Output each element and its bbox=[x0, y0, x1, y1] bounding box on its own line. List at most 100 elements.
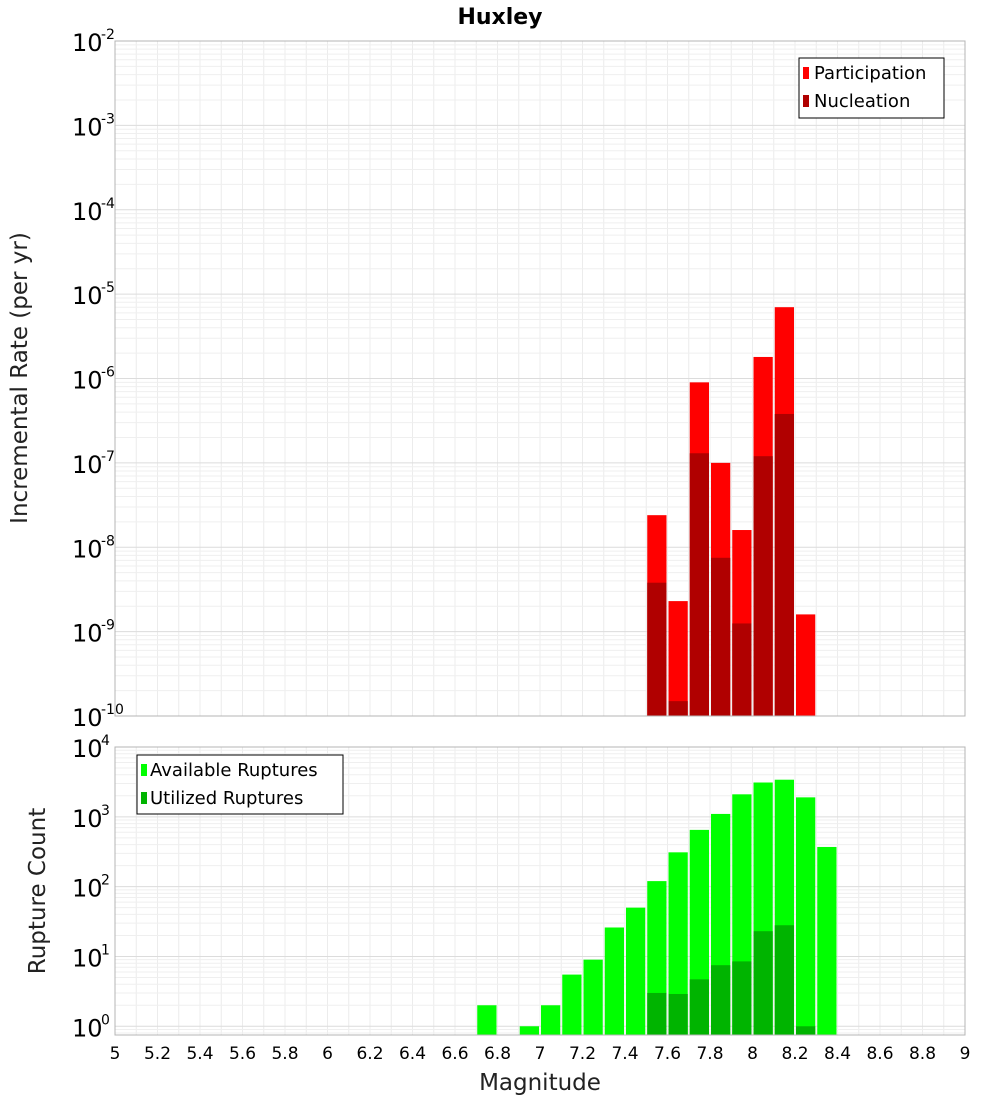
y-tick-exponent: 1 bbox=[101, 942, 110, 958]
legend-label-available: Available Ruptures bbox=[150, 760, 318, 781]
y-tick-label: 10 bbox=[72, 451, 103, 479]
y-tick-exponent: -8 bbox=[101, 533, 115, 549]
bottom-bar-a bbox=[477, 1005, 497, 1035]
legend-swatch-available bbox=[141, 764, 147, 776]
top-bar-b bbox=[711, 557, 731, 716]
chart-title: Huxley bbox=[457, 5, 542, 30]
top-bar-b bbox=[689, 453, 709, 716]
y-tick-label: 10 bbox=[72, 704, 103, 732]
top-legend-box bbox=[798, 57, 945, 119]
bottom-bar-a bbox=[668, 852, 688, 1035]
x-tick-label: 5.2 bbox=[144, 1044, 171, 1064]
top-bar-b bbox=[668, 701, 688, 716]
bottom-bar-b bbox=[689, 979, 709, 1035]
x-tick-label: 7.2 bbox=[569, 1044, 596, 1064]
bottom-bar-a bbox=[817, 846, 837, 1035]
y-tick-label: 10 bbox=[72, 620, 103, 648]
x-tick-label: 7.4 bbox=[611, 1044, 638, 1064]
y-tick-exponent: -4 bbox=[101, 196, 115, 212]
y-tick-label: 10 bbox=[72, 1014, 103, 1042]
bottom-bar-b bbox=[711, 965, 731, 1035]
x-tick-label: 5.6 bbox=[229, 1044, 256, 1064]
bottom-bar-b bbox=[774, 925, 794, 1035]
bottom-bars bbox=[477, 779, 837, 1035]
x-tick-label: 8.4 bbox=[824, 1044, 851, 1064]
x-tick-label: 6.2 bbox=[356, 1044, 383, 1064]
x-tick-label: 5.8 bbox=[271, 1044, 298, 1064]
x-tick-label: 6.6 bbox=[441, 1044, 468, 1064]
legend-swatch-utilized bbox=[141, 792, 147, 804]
x-tick-label: 8.6 bbox=[866, 1044, 893, 1064]
top-bar-b bbox=[774, 413, 794, 716]
top-bar-b bbox=[647, 582, 667, 716]
y-tick-exponent: -3 bbox=[101, 111, 115, 127]
y-tick-exponent: -2 bbox=[101, 27, 115, 43]
y-tick-label: 10 bbox=[72, 29, 103, 57]
bottom-bar-a bbox=[604, 927, 624, 1035]
y-tick-exponent: -6 bbox=[101, 365, 115, 381]
top-bar-a bbox=[668, 601, 688, 716]
bottom-bar-a bbox=[796, 797, 816, 1035]
y-tick-label: 10 bbox=[72, 367, 103, 395]
y-tick-exponent: 2 bbox=[101, 873, 110, 889]
y-tick-label: 10 bbox=[72, 805, 103, 833]
y-tick-label: 10 bbox=[72, 944, 103, 972]
x-axis-label: Magnitude bbox=[479, 1070, 601, 1096]
bottom-bar-a bbox=[626, 907, 646, 1035]
y-tick-label: 10 bbox=[72, 735, 103, 763]
y-tick-exponent: -10 bbox=[101, 702, 124, 718]
top-bar-b bbox=[753, 456, 773, 716]
y-tick-label: 10 bbox=[72, 875, 103, 903]
x-tick-label: 9 bbox=[960, 1044, 971, 1064]
y-tick-exponent: -5 bbox=[101, 280, 115, 296]
top-plot-frame bbox=[114, 40, 966, 717]
y-tick-label: 10 bbox=[72, 113, 103, 141]
bottom-legend: Available Ruptures Utilized Ruptures bbox=[136, 754, 344, 815]
x-tick-label: 7.8 bbox=[696, 1044, 723, 1064]
y-tick-exponent: 4 bbox=[101, 733, 110, 749]
y-tick-label: 10 bbox=[72, 535, 103, 563]
y-tick-label: 10 bbox=[72, 198, 103, 226]
legend-swatch-nucleation bbox=[803, 95, 809, 107]
x-tick-label: 5.4 bbox=[186, 1044, 213, 1064]
x-tick-label: 5 bbox=[110, 1044, 121, 1064]
x-tick-label: 7 bbox=[535, 1044, 546, 1064]
x-tick-label: 6 bbox=[322, 1044, 333, 1064]
x-tick-label: 6.4 bbox=[399, 1044, 426, 1064]
bottom-bar-a bbox=[541, 1005, 561, 1035]
bottom-bar-b bbox=[732, 961, 752, 1035]
y-tick-exponent: -7 bbox=[101, 449, 115, 465]
legend-label-participation: Participation bbox=[814, 63, 926, 84]
legend-label-utilized: Utilized Ruptures bbox=[150, 788, 303, 809]
x-tick-label: 8.2 bbox=[781, 1044, 808, 1064]
y-tick-exponent: 0 bbox=[101, 1012, 110, 1028]
top-legend: Participation Nucleation bbox=[798, 57, 945, 119]
bottom-grid bbox=[115, 747, 965, 1035]
x-tick-label: 8.8 bbox=[909, 1044, 936, 1064]
x-tick-labels: 5 5.2 5.4 5.6 5.8 6 6.2 6.4 6.6 6.8 7 7.2 7.4 7.6 7.8 8… bbox=[110, 1044, 971, 1064]
bottom-bar-b bbox=[753, 931, 773, 1035]
bottom-bar-b bbox=[796, 1026, 816, 1035]
bottom-bar-b bbox=[647, 992, 667, 1035]
bottom-bar-a bbox=[583, 959, 603, 1035]
top-grid bbox=[115, 41, 965, 716]
x-tick-label: 8 bbox=[747, 1044, 758, 1064]
top-y-axis-label: Incremental Rate (per yr) bbox=[7, 232, 33, 524]
bottom-y-axis-label: Rupture Count bbox=[25, 808, 51, 974]
bottom-bar-a bbox=[562, 974, 582, 1035]
legend-label-nucleation: Nucleation bbox=[814, 91, 910, 112]
top-bars bbox=[647, 307, 816, 716]
top-bar-a bbox=[796, 614, 816, 716]
y-tick-exponent: -9 bbox=[101, 618, 115, 634]
x-tick-label: 7.6 bbox=[654, 1044, 681, 1064]
bottom-legend-box bbox=[136, 754, 344, 815]
y-tick-exponent: 3 bbox=[101, 803, 110, 819]
legend-swatch-participation bbox=[803, 67, 809, 79]
bottom-bar-b bbox=[668, 993, 688, 1035]
x-tick-label: 6.8 bbox=[484, 1044, 511, 1064]
